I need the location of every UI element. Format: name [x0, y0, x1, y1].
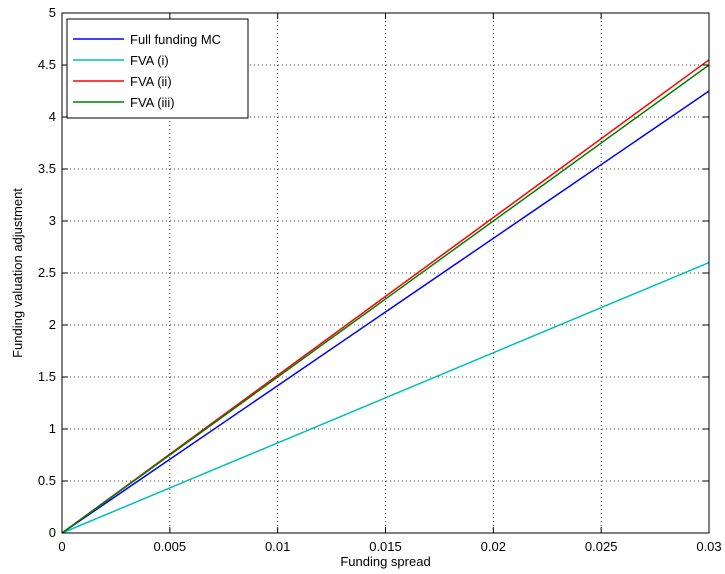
x-tick-label: 0.01 [265, 539, 290, 554]
legend-box [66, 18, 249, 119]
x-tick-label: 0.015 [369, 539, 402, 554]
y-tick-label: 4.5 [38, 57, 56, 72]
y-tick-label: 0 [49, 525, 56, 540]
y-tick-label: 3 [49, 213, 56, 228]
x-tick-label: 0.025 [585, 539, 618, 554]
y-tick-label: 0.5 [38, 473, 56, 488]
x-tick-label: 0.005 [154, 539, 187, 554]
axis-ticks: 0 0.005 0.01 0.015 0.02 0.025 0.03 0 0.5 1 1.5 2 2.5… [38, 5, 722, 554]
y-tick-label: 4 [49, 109, 56, 124]
y-tick-label: 2.5 [38, 265, 56, 280]
series-lines [61, 59, 710, 534]
series-line-2 [61, 261, 710, 534]
series-line-1 [61, 90, 710, 534]
legend-label: FVA (iii) [130, 95, 175, 110]
series-line-4 [61, 64, 710, 534]
x-axis-label: Funding spread [340, 554, 430, 569]
legend-label: FVA (i) [130, 53, 169, 68]
legend-label: FVA (ii) [130, 74, 172, 89]
y-tick-label: 1 [49, 421, 56, 436]
x-tick-label: 0.03 [696, 539, 721, 554]
x-tick-label: 0.02 [481, 539, 506, 554]
y-tick-label: 1.5 [38, 369, 56, 384]
legend-label: Full funding MC [130, 32, 221, 47]
y-axis-label: Funding valuation adjustment [10, 188, 25, 358]
x-tick-label: 0 [58, 539, 65, 554]
legend: Full funding MC FVA (i) FVA (ii) FVA (iii) [66, 18, 249, 119]
y-tick-label: 3.5 [38, 161, 56, 176]
y-tick-label: 2 [49, 317, 56, 332]
y-tick-label: 5 [49, 5, 56, 20]
grid [62, 13, 709, 533]
